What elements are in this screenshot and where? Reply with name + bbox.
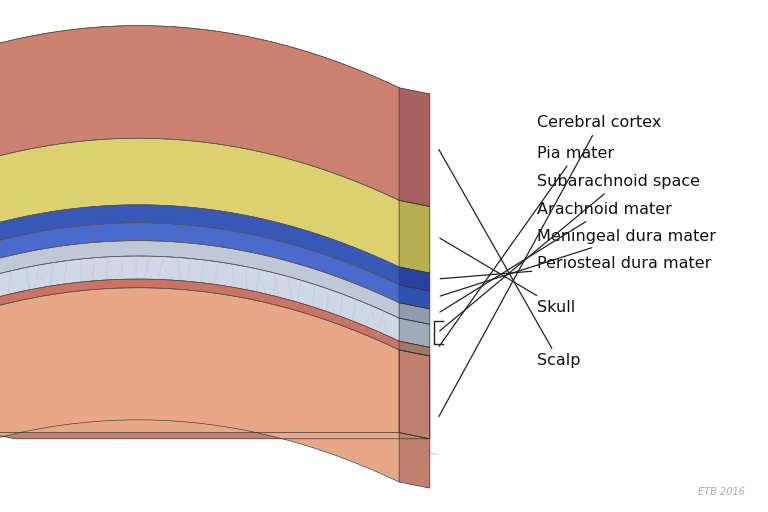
Polygon shape — [0, 138, 399, 267]
Text: ETB 2016: ETB 2016 — [697, 486, 744, 497]
Text: Scalp: Scalp — [439, 150, 581, 369]
Polygon shape — [399, 285, 430, 309]
Polygon shape — [0, 288, 399, 482]
Polygon shape — [399, 350, 430, 439]
Polygon shape — [399, 318, 430, 347]
Polygon shape — [0, 288, 399, 433]
Polygon shape — [0, 279, 399, 350]
Polygon shape — [399, 267, 430, 291]
Polygon shape — [399, 88, 430, 206]
Polygon shape — [0, 205, 399, 285]
Polygon shape — [0, 26, 399, 200]
Text: Arachnoid mater: Arachnoid mater — [440, 202, 672, 312]
Polygon shape — [399, 350, 430, 488]
Polygon shape — [0, 241, 399, 318]
Text: Cerebral cortex: Cerebral cortex — [439, 115, 662, 417]
Text: Pia mater: Pia mater — [439, 146, 614, 346]
Text: Subarachnoid space: Subarachnoid space — [439, 174, 700, 331]
Polygon shape — [0, 256, 399, 341]
Polygon shape — [0, 223, 399, 303]
Polygon shape — [0, 433, 430, 439]
Text: Skull: Skull — [440, 238, 575, 315]
Text: Meningeal dura mater: Meningeal dura mater — [440, 229, 717, 296]
Polygon shape — [399, 341, 430, 356]
Polygon shape — [399, 303, 430, 324]
Polygon shape — [399, 200, 430, 273]
Polygon shape — [0, 279, 399, 350]
Text: Periosteal dura mater: Periosteal dura mater — [440, 256, 712, 279]
